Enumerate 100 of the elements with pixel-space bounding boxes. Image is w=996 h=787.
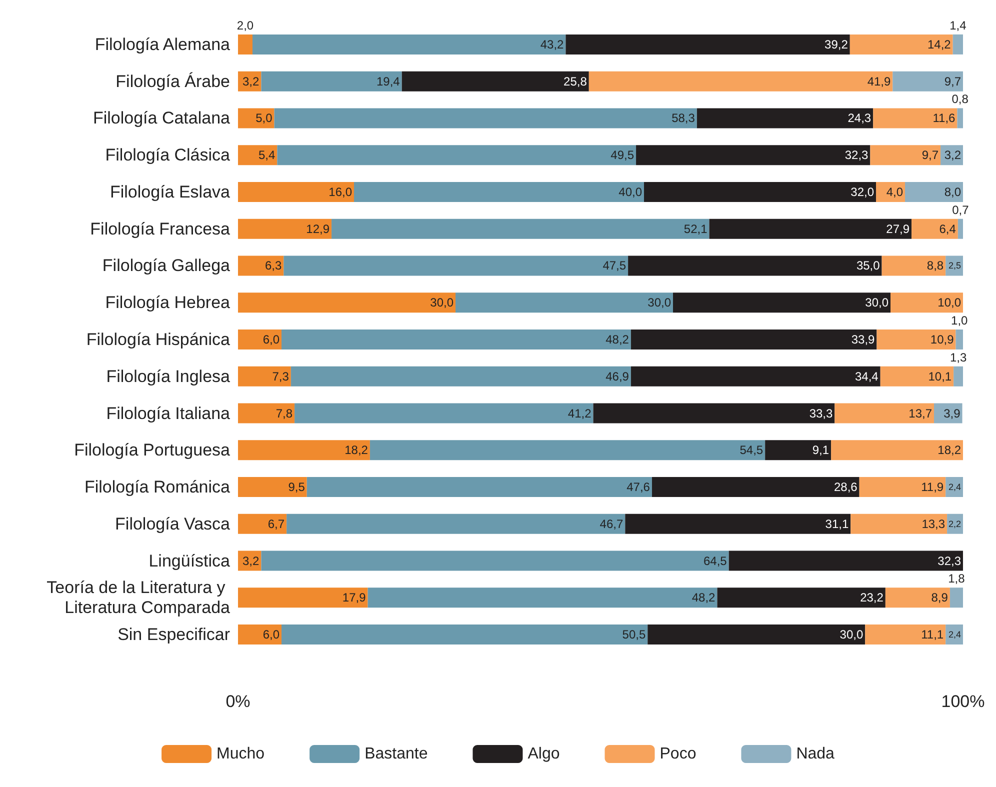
bar — [673, 292, 890, 313]
data-label: 13,7 — [908, 406, 932, 420]
bar — [850, 34, 953, 54]
bar — [880, 366, 954, 386]
bar — [238, 477, 307, 498]
bar — [238, 292, 456, 313]
y-tick-label: Sin Especificar — [118, 625, 230, 644]
bar — [306, 477, 652, 498]
bar — [238, 624, 282, 645]
bar — [290, 366, 631, 386]
data-label: 10,0 — [938, 296, 962, 310]
bar — [252, 34, 566, 54]
legend-label: Poco — [660, 746, 696, 762]
data-label: 3,9 — [944, 406, 961, 420]
data-label: 6,0 — [262, 332, 280, 346]
bar — [238, 366, 291, 386]
bar — [238, 514, 287, 534]
data-label: 17,9 — [342, 590, 366, 605]
bar — [946, 477, 963, 498]
data-label: 43,2 — [540, 37, 564, 52]
x-tick-label: 100% — [941, 692, 985, 711]
bar — [912, 218, 958, 239]
data-label: 8,9 — [931, 590, 948, 605]
data-label: 28,6 — [834, 480, 858, 494]
bar — [282, 330, 631, 350]
data-label: 9,1 — [812, 443, 830, 458]
bar — [286, 514, 626, 534]
bar — [946, 624, 963, 645]
data-label: 10,1 — [928, 369, 952, 384]
data-label: 0,8 — [952, 92, 969, 106]
bar — [696, 108, 874, 128]
bar — [566, 34, 850, 54]
bar — [834, 403, 934, 424]
data-label: 23,2 — [860, 590, 884, 605]
data-label: 2,5 — [948, 260, 961, 271]
data-label: 3,2 — [944, 148, 962, 162]
data-label: 14,2 — [927, 37, 952, 52]
data-label: 12,9 — [306, 222, 330, 236]
bar — [625, 514, 851, 534]
bar — [952, 34, 963, 54]
bar — [630, 366, 880, 386]
bar — [238, 330, 282, 350]
bar — [873, 108, 958, 128]
data-label: 50,5 — [622, 628, 646, 642]
data-label: 31,1 — [825, 516, 849, 531]
bar — [859, 477, 946, 498]
data-label: 1,0 — [951, 314, 968, 328]
data-label: 7,3 — [272, 369, 290, 384]
bar — [368, 588, 718, 608]
bar — [885, 588, 950, 608]
data-label: 18,2 — [938, 443, 962, 458]
bar — [282, 624, 648, 645]
bar — [238, 34, 252, 54]
data-label: 41,9 — [867, 74, 891, 88]
y-tick-label: Filología Eslava — [110, 182, 231, 202]
data-label: 1,4 — [950, 18, 967, 32]
data-label: 40,0 — [618, 184, 642, 199]
data-label: 18,2 — [344, 443, 368, 458]
data-label: 30,0 — [865, 296, 889, 310]
data-label: 39,2 — [824, 37, 848, 52]
data-label: 5,4 — [258, 148, 276, 162]
data-label: 2,2 — [948, 518, 961, 529]
data-label: 34,4 — [854, 369, 879, 384]
data-label: 6,0 — [262, 628, 280, 642]
data-label: 25,8 — [564, 74, 588, 88]
data-label: 11,6 — [932, 111, 956, 126]
bar — [958, 218, 963, 239]
data-label: 47,5 — [602, 258, 626, 273]
y-tick-label: Filología Vasca — [115, 514, 231, 534]
data-label: 32,3 — [844, 148, 869, 162]
data-label: 48,2 — [606, 332, 630, 346]
bar — [261, 71, 402, 92]
bar — [765, 440, 832, 460]
bar — [652, 477, 860, 498]
bar — [882, 256, 946, 276]
bar — [277, 145, 636, 166]
bar — [593, 403, 835, 424]
bar — [636, 145, 870, 166]
data-label: 32,3 — [938, 554, 962, 568]
bar — [628, 256, 882, 276]
data-label: 64,5 — [703, 554, 728, 568]
bar — [238, 588, 368, 608]
data-label: 4,0 — [886, 184, 904, 199]
data-label: 13,3 — [922, 516, 946, 531]
y-tick-label: Teoría de la Literatura y Literatura Comparada — [46, 578, 231, 618]
data-label: 49,5 — [610, 148, 634, 162]
bar — [294, 403, 594, 424]
data-label: 54,5 — [740, 443, 764, 458]
bar — [870, 145, 941, 166]
bar — [238, 145, 278, 166]
y-tick-label: Filología Francesa — [90, 219, 231, 238]
data-label: 6,7 — [268, 516, 285, 531]
data-label: 8,0 — [944, 184, 962, 199]
data-label: 30,0 — [648, 296, 672, 310]
data-label: 2,4 — [948, 630, 961, 640]
y-tick-label: Filología Catalana — [92, 108, 231, 128]
bar — [274, 108, 697, 128]
y-tick-label: Filología Alemana — [94, 34, 231, 54]
bar — [456, 292, 673, 313]
y-tick-label: Filología Italiana — [106, 404, 231, 423]
